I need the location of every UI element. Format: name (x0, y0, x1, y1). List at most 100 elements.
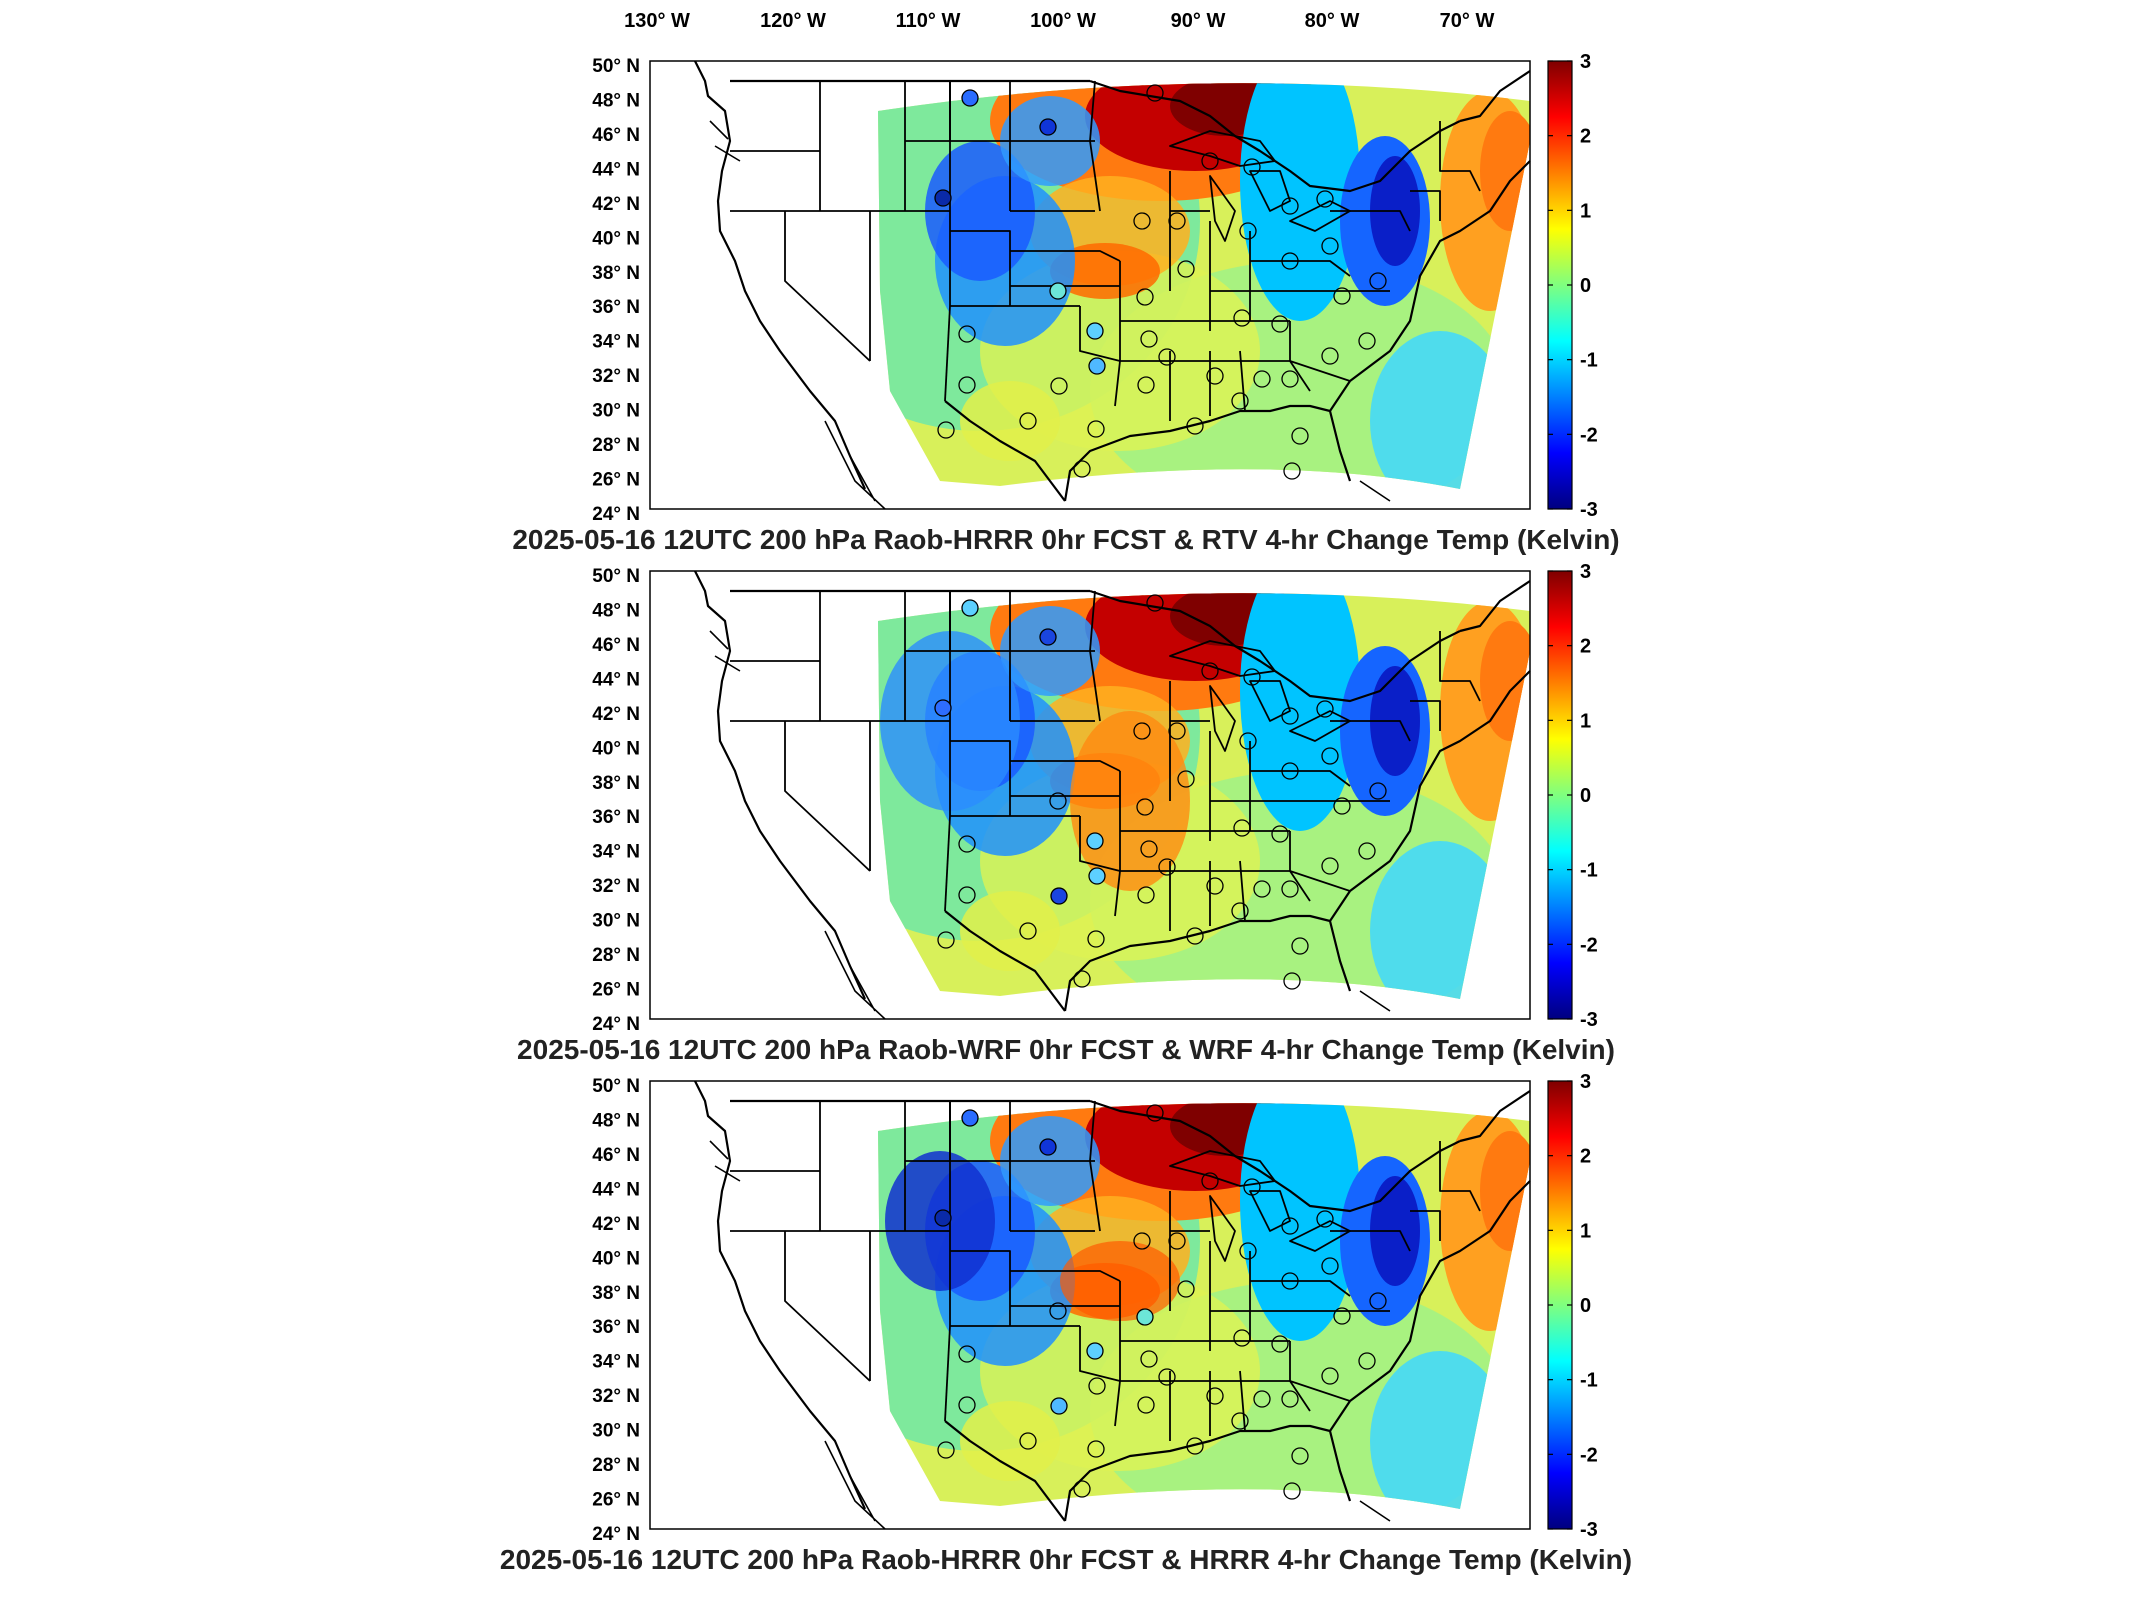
latitude-label: 44° N (592, 159, 640, 180)
latitude-label: 44° N (592, 669, 640, 690)
station-marker (1087, 420, 1105, 438)
station-marker (1283, 462, 1301, 480)
latitude-label: 50° N (592, 566, 640, 587)
station-marker (1206, 367, 1224, 385)
station-marker (1073, 1480, 1091, 1498)
station-marker (1316, 1210, 1334, 1228)
station-marker (1333, 797, 1351, 815)
latitude-label: 32° N (592, 876, 640, 897)
station-marker (1136, 798, 1154, 816)
latitude-label: 34° N (592, 1352, 640, 1373)
station-marker (1168, 212, 1186, 230)
station-marker (1050, 887, 1068, 905)
station-marker (1133, 722, 1151, 740)
colorbar-tick-label: 0 (1580, 785, 1591, 807)
station-marker (1271, 825, 1289, 843)
station-marker (1233, 309, 1251, 327)
colorbar-tick-label: 1 (1580, 1220, 1591, 1242)
station-marker (1321, 1367, 1339, 1385)
latitude-label: 48° N (592, 90, 640, 111)
station-marker (1321, 347, 1339, 365)
station-marker (1137, 1396, 1155, 1414)
station-marker (1243, 668, 1261, 686)
colorbar-tick-label: -3 (1580, 499, 1598, 521)
station-marker (1253, 880, 1271, 898)
station-marker (1168, 722, 1186, 740)
station-marker (1281, 370, 1299, 388)
station-marker (1283, 972, 1301, 990)
station-marker (958, 325, 976, 343)
station-marker (1358, 332, 1376, 350)
station-marker (1073, 460, 1091, 478)
longitude-label: 130° W (624, 10, 690, 32)
station-marker (1358, 1352, 1376, 1370)
station-marker (1019, 412, 1037, 430)
longitude-label: 100° W (1030, 10, 1096, 32)
latitude-label: 36° N (592, 297, 640, 318)
station-marker (937, 931, 955, 949)
station-marker (1201, 662, 1219, 680)
latitude-label: 40° N (592, 738, 640, 759)
station-marker (958, 886, 976, 904)
panel-title: 2025-05-16 12UTC 200 hPa Raob-WRF 0hr FC… (517, 1034, 1615, 1065)
station-marker (1281, 880, 1299, 898)
station-marker (1088, 357, 1106, 375)
station-marker (1206, 877, 1224, 895)
station-marker (1231, 1412, 1249, 1430)
station-marker (1158, 858, 1176, 876)
station-marker (1039, 1138, 1057, 1156)
station-marker (1146, 84, 1164, 102)
station-marker (1133, 212, 1151, 230)
station-marker (1283, 1482, 1301, 1500)
panels (649, 59, 1532, 1531)
latitude-label: 48° N (592, 1110, 640, 1131)
station-marker (934, 1209, 952, 1227)
map-panel-3 (649, 1079, 1532, 1531)
station-marker (1239, 732, 1257, 750)
station-marker (1201, 152, 1219, 170)
colorbar-tick-label: -1 (1580, 860, 1598, 882)
colorbar-tick-label: -2 (1580, 1444, 1598, 1466)
latitude-label: 42° N (592, 1214, 640, 1235)
station-marker (1140, 1350, 1158, 1368)
latitude-label: 24° N (592, 1014, 640, 1035)
colorbar-tick-label: 2 (1580, 636, 1591, 658)
station-marker (1201, 1172, 1219, 1190)
latitude-label: 48° N (592, 600, 640, 621)
station-marker (1146, 1104, 1164, 1122)
station-marker (934, 699, 952, 717)
colorbar-tick-label: 0 (1580, 275, 1591, 297)
latitude-label: 28° N (592, 945, 640, 966)
map-panel-1 (649, 59, 1532, 511)
station-marker (1231, 392, 1249, 410)
map-panel-2 (649, 569, 1532, 1021)
station-marker (1050, 1397, 1068, 1415)
longitude-label: 110° W (896, 10, 961, 32)
latitude-label: 44° N (592, 1179, 640, 1200)
station-marker (1186, 417, 1204, 435)
latitude-label: 40° N (592, 1248, 640, 1269)
station-marker (1321, 857, 1339, 875)
station-marker (1321, 237, 1339, 255)
panel-title: 2025-05-16 12UTC 200 hPa Raob-HRRR 0hr F… (512, 524, 1619, 555)
station-marker (1281, 1390, 1299, 1408)
station-marker (1073, 970, 1091, 988)
station-marker (1137, 376, 1155, 394)
station-marker (1137, 886, 1155, 904)
latitude-label: 36° N (592, 1317, 640, 1338)
station-marker (1239, 1242, 1257, 1260)
station-marker (1136, 288, 1154, 306)
latitude-label: 46° N (592, 1145, 640, 1166)
station-marker (1281, 197, 1299, 215)
latitude-label: 42° N (592, 194, 640, 215)
station-marker (1321, 747, 1339, 765)
station-marker (1039, 628, 1057, 646)
colorbar-tick-label: 1 (1580, 710, 1591, 732)
station-marker (1243, 158, 1261, 176)
station-marker (1186, 927, 1204, 945)
colorbar-tick-label: 2 (1580, 126, 1591, 148)
station-marker (937, 421, 955, 439)
colorbar-tick-label: 0 (1580, 1295, 1591, 1317)
station-marker (1158, 348, 1176, 366)
station-marker (1086, 832, 1104, 850)
